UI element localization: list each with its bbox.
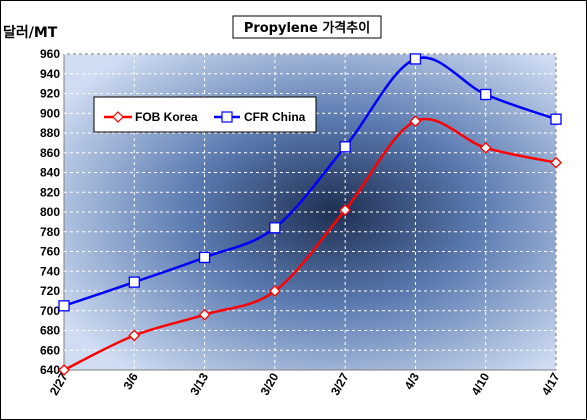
data-point-fob-korea <box>339 204 352 216</box>
y-axis-ticks: 640 660 680 700 720 740 760 780 800 820 840 860 880 9… <box>40 47 60 377</box>
data-point-fob-korea <box>409 115 422 128</box>
legend: FOB Korea CFR China <box>93 96 317 133</box>
data-point-cfr-china <box>339 141 351 153</box>
x-tick-label: 3/6 <box>120 370 141 392</box>
data-point-cfr-china <box>128 276 140 288</box>
y-tick-label: 680 <box>40 324 60 338</box>
chart-title-box: Propylene 가격추이 <box>232 15 382 39</box>
series-lines <box>58 53 562 376</box>
x-tick-label: 3/27 <box>328 370 352 398</box>
data-point-fob-korea <box>128 329 141 342</box>
y-tick-label: 960 <box>40 47 60 61</box>
legend-label-fob-korea: FOB Korea <box>135 110 198 124</box>
y-tick-label: 860 <box>40 146 60 160</box>
legend-label-cfr-china: CFR China <box>244 110 306 124</box>
data-point-fob-korea <box>479 141 492 154</box>
y-tick-label: 740 <box>40 264 60 278</box>
data-point-cfr-china <box>58 300 70 312</box>
y-tick-label: 840 <box>40 166 60 180</box>
x-tick-label: 4/10 <box>469 370 493 398</box>
y-tick-label: 700 <box>40 304 60 318</box>
data-point-cfr-china <box>198 251 211 264</box>
legend-marker-cfr-china <box>221 111 233 123</box>
data-point-cfr-china <box>480 88 492 101</box>
x-axis-ticks: 2/27 3/6 3/13 3/20 3/27 4/3 4/10 4/17 <box>47 370 563 398</box>
x-tick-label: 4/3 <box>402 370 423 392</box>
y-tick-label: 920 <box>40 87 60 101</box>
y-tick-label: 800 <box>40 205 60 219</box>
y-tick-label: 940 <box>40 67 60 81</box>
y-tick-label: 900 <box>40 106 60 120</box>
chart-title: Propylene 가격추이 <box>244 20 370 36</box>
y-axis-label: 달러/MT <box>3 25 58 41</box>
y-tick-label: 660 <box>40 343 60 357</box>
data-point-fob-korea <box>268 285 281 297</box>
series-line-cfr-china <box>63 56 557 307</box>
data-point-cfr-china <box>550 113 562 125</box>
y-tick-label: 720 <box>40 284 60 298</box>
x-tick-label: 4/17 <box>539 370 563 398</box>
y-tick-label: 760 <box>40 245 60 259</box>
y-tick-label: 880 <box>40 126 60 140</box>
legend-marker-fob-korea <box>112 111 124 123</box>
y-tick-label: 780 <box>40 225 60 239</box>
data-point-cfr-china <box>269 222 281 234</box>
title-box-border <box>232 15 382 39</box>
data-point-fob-korea <box>550 156 562 169</box>
series-line-fob-korea <box>63 117 557 372</box>
y-tick-label: 640 <box>40 363 60 377</box>
x-tick-label: 3/20 <box>258 370 282 398</box>
data-point-fob-korea <box>198 308 211 321</box>
x-tick-label: 3/13 <box>187 370 211 398</box>
data-point-cfr-china <box>409 53 422 65</box>
y-tick-label: 820 <box>40 185 60 199</box>
legend-box <box>93 96 317 133</box>
data-point-fob-korea <box>58 364 70 376</box>
